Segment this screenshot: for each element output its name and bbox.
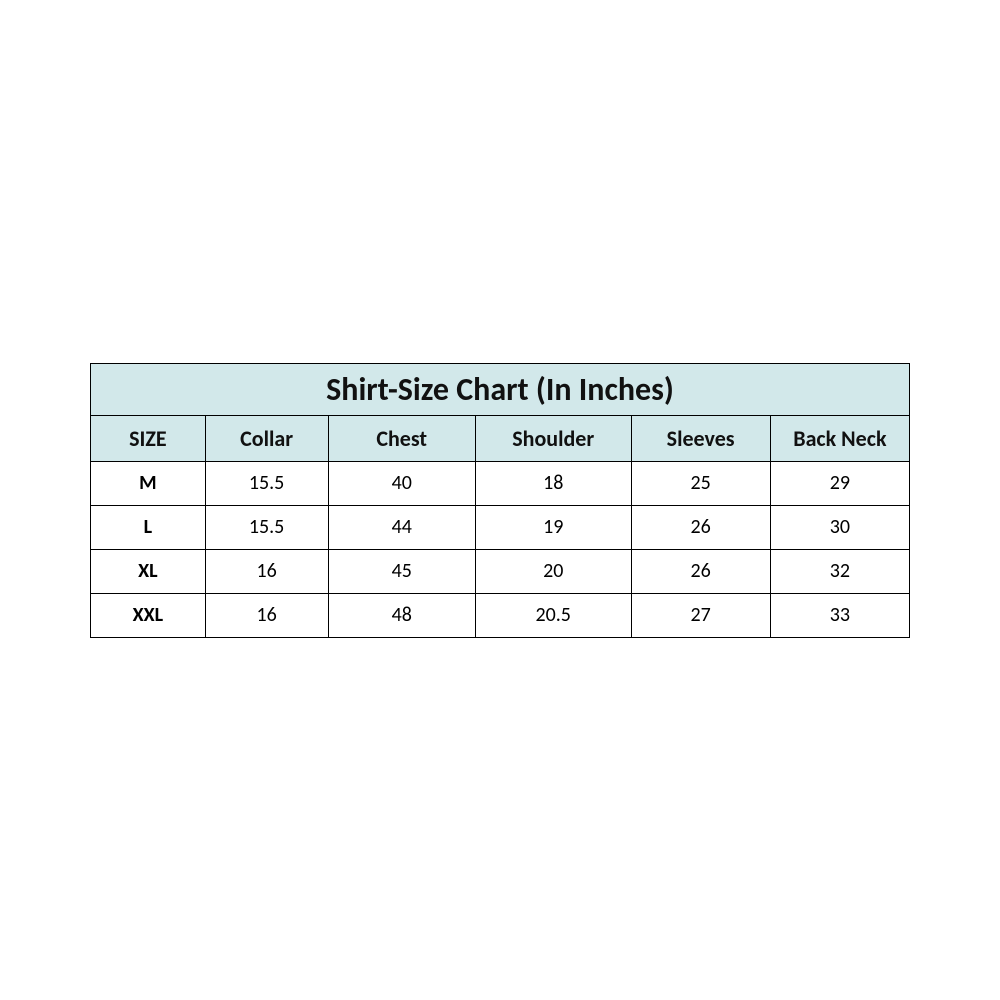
cell-backneck: 33	[770, 593, 909, 637]
col-header-shoulder: Shoulder	[475, 415, 631, 461]
table: Shirt-Size Chart (In Inches) SIZE Collar…	[90, 363, 910, 638]
size-chart-table: Shirt-Size Chart (In Inches) SIZE Collar…	[90, 363, 910, 638]
table-row: M 15.5 40 18 25 29	[91, 461, 910, 505]
cell-collar: 15.5	[205, 505, 328, 549]
col-header-sleeves: Sleeves	[631, 415, 770, 461]
cell-size: XL	[91, 549, 206, 593]
cell-sleeves: 26	[631, 549, 770, 593]
cell-sleeves: 25	[631, 461, 770, 505]
cell-sleeves: 27	[631, 593, 770, 637]
table-row: L 15.5 44 19 26 30	[91, 505, 910, 549]
header-row: SIZE Collar Chest Shoulder Sleeves Back …	[91, 415, 910, 461]
cell-backneck: 29	[770, 461, 909, 505]
col-header-chest: Chest	[328, 415, 475, 461]
table-row: XL 16 45 20 26 32	[91, 549, 910, 593]
cell-shoulder: 20.5	[475, 593, 631, 637]
col-header-size: SIZE	[91, 415, 206, 461]
cell-chest: 44	[328, 505, 475, 549]
cell-size: M	[91, 461, 206, 505]
cell-chest: 40	[328, 461, 475, 505]
col-header-backneck: Back Neck	[770, 415, 909, 461]
cell-chest: 48	[328, 593, 475, 637]
cell-size: XXL	[91, 593, 206, 637]
col-header-collar: Collar	[205, 415, 328, 461]
cell-backneck: 32	[770, 549, 909, 593]
cell-collar: 16	[205, 593, 328, 637]
cell-sleeves: 26	[631, 505, 770, 549]
title-row: Shirt-Size Chart (In Inches)	[91, 363, 910, 415]
cell-backneck: 30	[770, 505, 909, 549]
cell-shoulder: 18	[475, 461, 631, 505]
cell-shoulder: 19	[475, 505, 631, 549]
cell-collar: 15.5	[205, 461, 328, 505]
cell-chest: 45	[328, 549, 475, 593]
cell-collar: 16	[205, 549, 328, 593]
table-row: XXL 16 48 20.5 27 33	[91, 593, 910, 637]
cell-shoulder: 20	[475, 549, 631, 593]
cell-size: L	[91, 505, 206, 549]
table-title: Shirt-Size Chart (In Inches)	[91, 363, 910, 415]
